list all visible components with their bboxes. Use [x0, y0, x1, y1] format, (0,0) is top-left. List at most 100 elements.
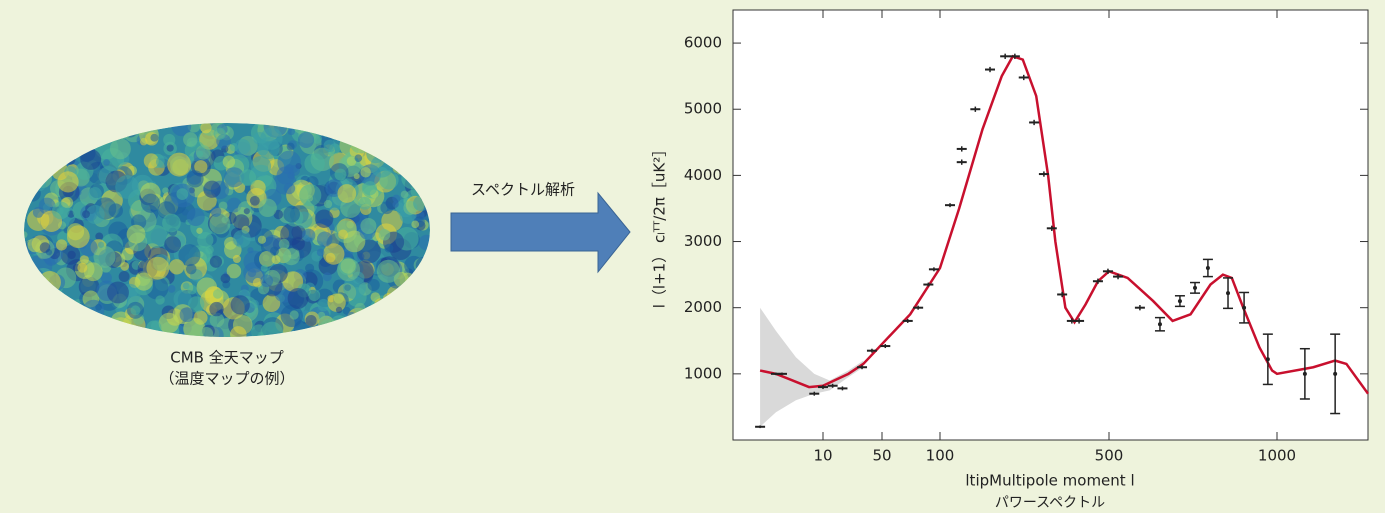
map-blob: [138, 118, 149, 129]
map-blob: [186, 170, 203, 187]
map-blob: [413, 165, 428, 180]
page: {"caption":{"map_title":"CMB 全天マップ","map…: [0, 0, 1385, 513]
map-blob: [197, 232, 213, 248]
map-blob: [211, 206, 222, 217]
map-blob: [221, 274, 231, 284]
map-blob: [420, 291, 428, 299]
map-blob: [64, 152, 73, 161]
map-blob: [404, 306, 424, 326]
map-blob: [159, 313, 180, 334]
map-blob: [324, 140, 336, 152]
x-tick-label: 1000: [1258, 447, 1296, 465]
y-tick-label: 3000: [684, 232, 722, 250]
map-blob: [388, 113, 407, 132]
map-blob: [31, 299, 39, 307]
map-blob: [37, 168, 47, 178]
map-blob: [305, 264, 314, 273]
map-blob: [244, 208, 250, 214]
x-tick-label: 100: [926, 447, 955, 465]
map-blob: [39, 271, 61, 293]
map-blob: [389, 116, 411, 138]
y-tick-label: 1000: [684, 364, 722, 382]
map-blob: [401, 191, 409, 199]
map-blob: [386, 327, 400, 341]
map-blob: [370, 155, 393, 178]
map-blob: [78, 325, 86, 333]
map-blob: [404, 146, 415, 157]
map-blob: [385, 134, 405, 154]
map-blob: [214, 128, 226, 140]
y-tick-label: 5000: [684, 100, 722, 118]
map-blob: [23, 155, 30, 162]
map-blob: [342, 329, 350, 337]
map-blob: [122, 121, 138, 137]
map-blob: [287, 143, 295, 151]
map-blob: [260, 322, 283, 345]
x-tick-label: 500: [1095, 447, 1124, 465]
map-blob: [110, 138, 131, 159]
arrow: [451, 193, 630, 272]
map-blob: [51, 298, 62, 309]
map-blob: [327, 319, 346, 338]
map-blob: [162, 187, 169, 194]
map-blob: [88, 123, 101, 136]
map-blob: [413, 196, 429, 212]
map-blob: [354, 317, 363, 326]
y-tick-label: 2000: [684, 298, 722, 316]
map-blob: [156, 156, 169, 169]
map-blob: [35, 285, 51, 301]
map-blob: [320, 125, 329, 134]
map-blob: [98, 321, 116, 339]
map-blob: [63, 127, 72, 136]
map-blob: [28, 150, 48, 170]
map-blob: [167, 153, 191, 177]
map-blob: [16, 320, 36, 340]
map-blob: [390, 148, 410, 168]
map-blob: [406, 285, 424, 303]
map-blob: [59, 325, 75, 341]
map-blob: [336, 307, 342, 313]
map-blob: [392, 327, 409, 344]
map-blob: [55, 140, 70, 155]
map-blob: [109, 203, 123, 217]
map-blob: [119, 271, 130, 282]
map-blob: [383, 293, 395, 305]
map-blob: [46, 327, 64, 345]
map-blob: [411, 293, 433, 315]
map-blob: [52, 202, 70, 220]
map-blob: [50, 137, 69, 156]
map-blob: [250, 300, 259, 309]
map-blob: [337, 258, 360, 281]
map-title: CMB 全天マップ: [170, 349, 283, 367]
map-blob: [110, 312, 131, 333]
map-blob: [67, 310, 85, 328]
map-blob: [93, 246, 115, 268]
map-blob: [88, 187, 101, 200]
map-blob: [358, 197, 371, 210]
map-blob: [168, 285, 176, 293]
map-blob: [82, 210, 90, 218]
map-blob: [48, 327, 58, 337]
map-blob: [146, 257, 169, 280]
map-blob: [46, 115, 63, 132]
map-blob: [113, 120, 132, 139]
map-blob: [411, 220, 419, 228]
map-blob: [290, 310, 299, 319]
map-blob: [200, 122, 211, 133]
map-blob: [39, 125, 61, 147]
map-blob: [42, 129, 50, 137]
map-blob: [18, 273, 31, 286]
map-blob: [344, 326, 361, 343]
map-blob: [231, 295, 250, 314]
map-blob: [420, 161, 437, 178]
map-blob: [380, 308, 392, 320]
map-blob: [40, 242, 51, 253]
data-point: [1266, 357, 1270, 361]
map-blob: [317, 231, 332, 246]
map-blob: [131, 305, 141, 315]
map-blob: [331, 315, 348, 332]
map-blob: [315, 210, 333, 228]
map-blob: [233, 230, 251, 248]
map-blob: [348, 327, 357, 336]
map-blob: [414, 153, 427, 166]
